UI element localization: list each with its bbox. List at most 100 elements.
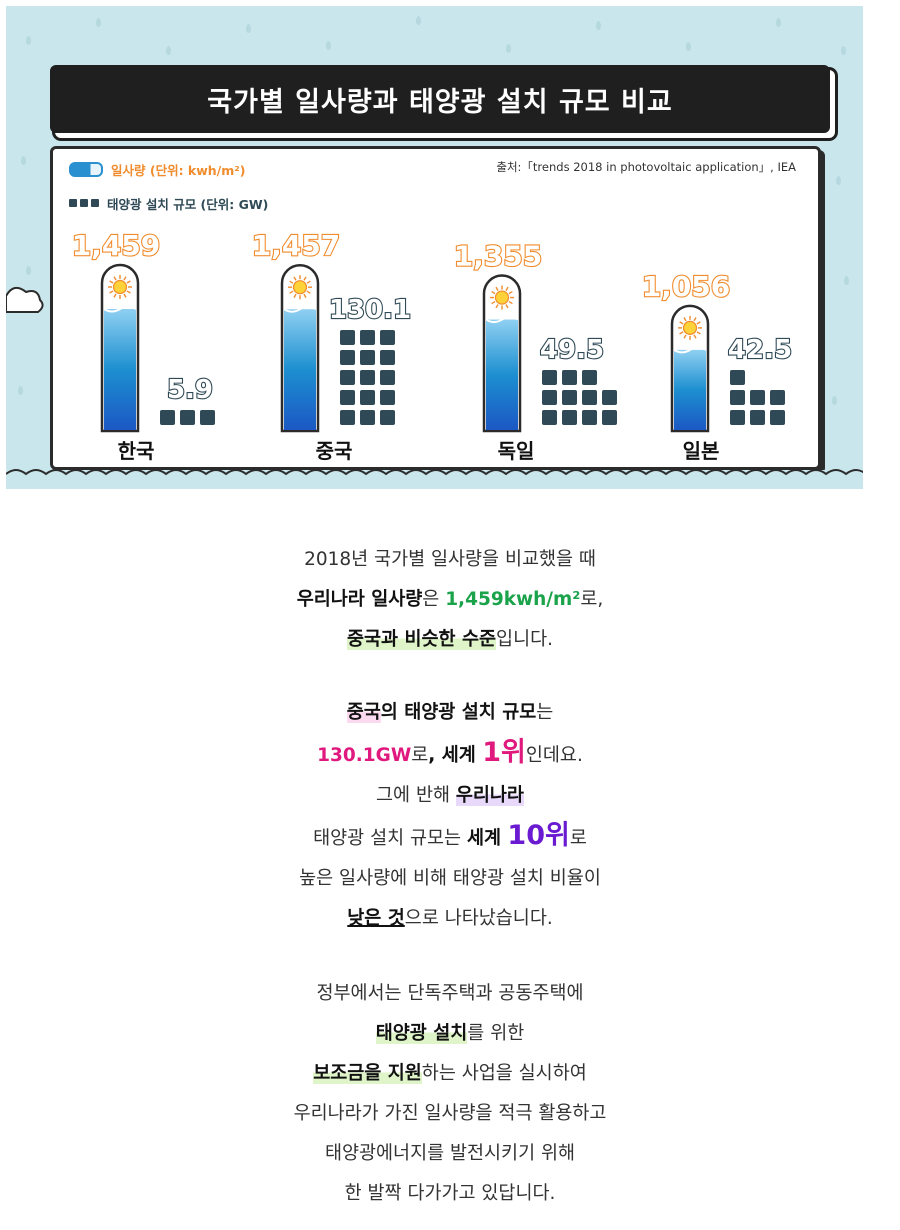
pv-square	[340, 370, 355, 385]
pv-square	[340, 350, 355, 365]
paragraph-line: 한 발짝 다가가고 있답니다.	[0, 1174, 900, 1214]
paragraph-line: 태양광에너지를 발전시키기 위해	[0, 1134, 900, 1174]
text-highlight: 우리나라	[455, 785, 524, 806]
text-highlight: 중국	[346, 702, 381, 723]
pv-square	[750, 390, 765, 405]
text-span: 은	[422, 589, 446, 610]
sun-ray	[683, 334, 687, 339]
sun-ray	[293, 293, 297, 298]
raindrop-icon	[246, 24, 251, 33]
sun-ray	[293, 276, 297, 281]
sun-ray	[683, 317, 687, 322]
category-label: 독일	[498, 439, 535, 463]
sun-icon	[682, 320, 698, 335]
paragraph-line: 우리나라 일사량은 1,459kwh/m²로,	[0, 580, 900, 620]
solar-bar	[284, 309, 316, 430]
pv-value-label: 5.9	[167, 375, 213, 405]
pv-square	[360, 410, 375, 425]
sun-ray	[679, 331, 684, 335]
text-span: 우리나라가 가진 일사량을 적극 활용하고	[293, 1103, 607, 1124]
paragraph-line: 중국과 비슷한 수준입니다.	[0, 620, 900, 660]
sun-ray	[491, 290, 496, 295]
category-label: 한국	[118, 439, 155, 463]
pv-square	[542, 370, 557, 385]
text-span: 입니다.	[496, 629, 553, 650]
pv-square	[602, 410, 617, 425]
raindrop-icon	[841, 46, 846, 55]
text-span: 태양광 설치 규모는	[313, 828, 467, 849]
solar-bar-wave	[673, 346, 707, 354]
pv-square	[360, 330, 375, 345]
pv-square	[542, 410, 557, 425]
sun-ray	[679, 321, 684, 325]
text-bold: 세계	[466, 828, 508, 849]
raindrop-icon	[776, 18, 781, 27]
legend-item-pv: 태양광 설치 규모 (단위: GW)	[69, 191, 268, 215]
sun-icon	[292, 280, 308, 295]
solar-bar-wave	[485, 316, 519, 324]
raindrop-icon	[21, 156, 26, 165]
sun-ray	[126, 290, 131, 294]
pv-value-label: 130.1	[329, 295, 411, 325]
pv-value-label: 42.5	[728, 335, 792, 365]
pv-square	[542, 390, 557, 405]
paragraph-line: 보조금을 지원하는 사업을 실시하여	[0, 1054, 900, 1094]
pv-square	[360, 370, 375, 385]
text-span: 로	[411, 745, 429, 766]
solar-bar-wave	[283, 305, 317, 313]
pv-square	[770, 390, 785, 405]
text-span: 높은 일사량에 비해 태양광 설치 비율이	[299, 868, 601, 889]
category-label: 일본	[683, 439, 720, 463]
pv-square	[730, 390, 745, 405]
raindrop-icon	[506, 44, 511, 53]
sun-ray	[508, 290, 513, 295]
sun-ray	[289, 280, 294, 284]
sun-ray	[491, 300, 496, 305]
text-underline: 낮은 것	[347, 908, 405, 929]
paragraph-line: 정부에서는 단독주택과 공동주택에	[0, 974, 900, 1014]
solar-bar	[104, 309, 136, 430]
text-bold: 의 태양광 설치 규모	[380, 702, 537, 723]
text-span: 를 위한	[467, 1023, 525, 1044]
text-span: 태양광에너지를 발전시키기 위해	[324, 1143, 576, 1164]
raindrop-icon	[326, 41, 331, 50]
pv-square	[730, 370, 745, 385]
sun-ray	[693, 317, 697, 322]
sun-ray	[126, 280, 131, 284]
paragraph-line: 그에 반해 우리나라	[0, 776, 900, 816]
category-label: 중국	[316, 439, 353, 463]
pv-square	[562, 410, 577, 425]
pv-square	[380, 330, 395, 345]
sun-ray	[505, 304, 509, 309]
legend-label-solar: 일사량 (단위: kwh/m²)	[111, 162, 246, 178]
raindrop-icon	[18, 386, 23, 395]
pv-squares-swatch-icon	[69, 199, 99, 207]
text-magenta-value: 130.1GW	[317, 745, 412, 766]
pv-square	[582, 390, 597, 405]
pv-square	[340, 390, 355, 405]
pv-value-label: 49.5	[540, 335, 604, 365]
pv-square	[562, 390, 577, 405]
paragraph-line: 태양광 설치 규모는 세계 10위로	[0, 816, 900, 859]
sun-ray	[693, 334, 697, 339]
raindrop-icon	[836, 176, 841, 185]
pv-square	[770, 410, 785, 425]
article-text: 2018년 국가별 일사량을 비교했을 때 우리나라 일사량은 1,459kwh…	[0, 540, 900, 1214]
raindrop-icon	[96, 18, 101, 27]
pv-square	[200, 410, 215, 425]
solar-bar-wave	[103, 305, 137, 313]
sun-icon	[494, 290, 510, 305]
sun-ray	[123, 276, 127, 281]
sun-ray	[696, 321, 701, 325]
pv-square	[582, 370, 597, 385]
paragraph-line: 2018년 국가별 일사량을 비교했을 때	[0, 540, 900, 580]
solar-bar	[674, 349, 706, 430]
chart-title: 국가별 일사량과 태양광 설치 규모 비교	[207, 86, 673, 118]
sun-ray	[123, 293, 127, 298]
paragraph-line: 낮은 것으로 나타났습니다.	[0, 899, 900, 939]
raindrop-icon	[416, 16, 421, 25]
paragraph-line: 태양광 설치를 위한	[0, 1014, 900, 1054]
sun-ray	[109, 290, 114, 294]
solar-value-label: 1,056	[642, 270, 731, 303]
text-highlight: 중국과 비슷한 수준	[347, 629, 497, 650]
